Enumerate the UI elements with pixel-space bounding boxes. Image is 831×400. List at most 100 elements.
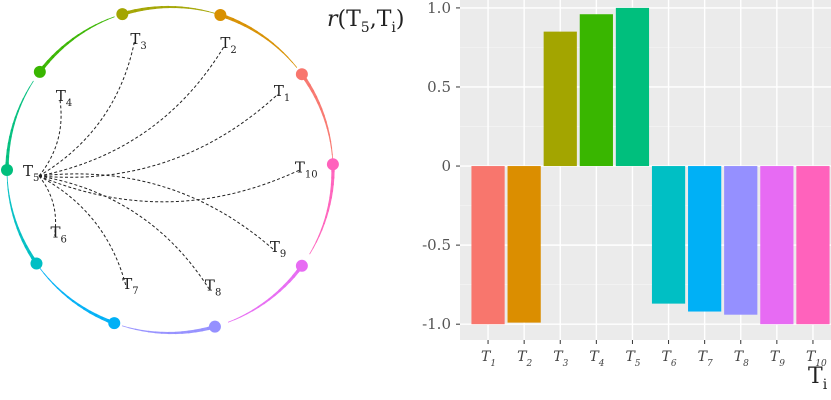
x-tick-label: T6 [662,349,677,369]
arc-T4 [61,41,69,49]
arc-T9 [268,294,276,301]
x-axis-title: Ti [808,364,828,393]
arc-T8 [134,328,143,332]
network-diagram: T1 T2 T3 T4 T5 T6 T7 T8 T9 T10 [1,5,339,335]
y-tick-label: -0.5 [422,236,451,254]
arc-T4 [83,27,91,33]
arc-T5 [22,92,28,100]
arc-T6 [14,220,19,230]
arc-T1 [322,114,327,123]
edge-T5-T6 [38,175,57,236]
arc-T5 [17,104,22,112]
node-label-T2: T2 [220,34,236,56]
arc-T9 [251,306,260,312]
arc-T1 [324,121,329,130]
edge-T5-T4 [38,98,62,177]
node-label-T10: T10 [295,158,318,180]
x-tick-label: T1 [481,349,496,369]
bar-T4 [579,14,613,167]
arc-T8 [121,325,130,329]
node-T3 [116,8,129,21]
node-T4 [33,65,46,78]
arc-T9 [234,316,242,321]
node-label-T8: T8 [205,277,221,299]
arc-T5 [12,116,17,125]
arc-T6 [12,214,17,223]
arc-T10 [326,203,331,212]
bar-T5 [615,7,650,167]
edge-T5-T1 [38,93,279,178]
arc-T7 [77,303,86,310]
arc-T6 [16,226,22,236]
node-T5 [1,164,13,176]
node-T1 [295,68,308,81]
x-tick-label: T2 [517,349,532,369]
node-T10 [326,158,339,171]
arc-T9 [246,309,254,315]
arc-T7 [43,272,49,279]
y-tick-label: 0.5 [427,78,451,96]
x-tick-label: T5 [625,349,640,369]
node-T8 [208,320,221,333]
node-label-T9: T9 [270,238,286,260]
node-T2 [214,8,227,21]
arc-T2 [249,27,258,34]
arc-T8 [147,330,156,334]
edge-T5-T7 [38,175,127,288]
x-tick-label: T8 [734,349,749,369]
arc-T5 [29,80,34,88]
edge-T5-T9 [38,173,275,251]
arc-T1 [329,140,333,149]
arc-T10 [318,229,323,237]
arc-T4 [95,21,103,26]
arc-T7 [39,267,45,274]
arc-T5 [19,98,25,106]
x-tick-label: T4 [589,349,604,369]
node-label-T7: T7 [122,275,138,297]
node-T7 [108,317,121,330]
bar-T10 [796,166,830,325]
arc-T3 [201,9,209,13]
arc-T7 [56,287,64,294]
node-label-T5: T5 [23,162,39,184]
arc-T6 [7,188,10,197]
x-tick-label: T9 [770,349,785,369]
y-axis-title: r(T5,Ti) [327,7,404,36]
arc-T2 [291,61,298,68]
bar-T2 [507,166,541,323]
arc-T9 [228,319,236,323]
arc-T5 [25,86,31,94]
arc-T2 [255,30,264,37]
arc-T6 [9,201,13,210]
arc-T7 [66,295,75,303]
arc-T6 [10,207,15,217]
bar-T8 [724,166,758,315]
node-label-T3: T3 [130,30,146,52]
arc-T1 [331,147,333,156]
x-tick-label: T3 [553,349,568,369]
bar-chart: -1.0 -0.5 0 0.5 1.0 T1 T2 T3 T4 T5 T6 T7 T8 T9 T10 r(T5… [327,0,831,393]
arc-T6 [6,181,9,190]
bar-T3 [543,31,577,167]
arc-T2 [287,56,293,63]
bar-T7 [688,166,722,312]
arc-T7 [52,282,59,289]
arc-T10 [324,209,329,219]
arc-T3 [181,6,190,9]
arc-T3 [187,7,196,10]
y-tick-label: 0 [441,157,451,175]
arc-T6 [8,194,11,203]
node-label-T4: T4 [56,87,72,109]
arc-T10 [315,235,320,243]
arc-T2 [272,42,279,49]
arc-T2 [261,34,269,41]
x-tick-label: T7 [698,349,713,369]
arc-T4 [72,34,80,40]
arc-T2 [277,47,284,54]
arc-T10 [312,241,317,249]
arc-T4 [66,37,75,45]
arc-T1 [328,134,332,143]
arc-T7 [47,277,54,284]
y-tick-label: 1.0 [427,0,451,17]
